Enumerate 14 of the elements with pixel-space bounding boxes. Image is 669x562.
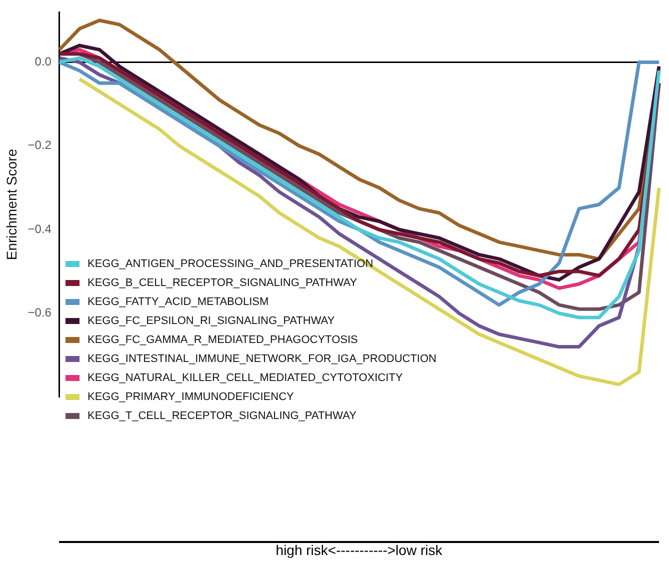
legend-label: KEGG_INTESTINAL_IMMUNE_NETWORK_FOR_IGA_PRODUCTION bbox=[87, 353, 437, 366]
text: high risk<----------->low risk bbox=[274, 542, 444, 558]
legend-label: KEGG_B_CELL_RECEPTOR_SIGNALING_PATHWAY bbox=[87, 277, 358, 290]
y-tick-label: −0.6 bbox=[28, 306, 52, 320]
legend-label: KEGG_FC_GAMMA_R_MEDIATED_PHAGOCYTOSIS bbox=[87, 334, 358, 346]
y-tick-label: −0.4 bbox=[28, 222, 52, 236]
legend-label: KEGG_NATURAL_KILLER_CELL_MEDIATED_CYTOTOXICITY bbox=[87, 372, 404, 384]
legend-label: KEGG_T_CELL_RECEPTOR_SIGNALING_PATHWAY bbox=[87, 410, 358, 422]
y-tick-label: 0.0 bbox=[34, 54, 52, 69]
legend-label: KEGG_PRIMARY_IMMUNODEFICIENCY bbox=[87, 391, 295, 404]
legend-label: KEGG_FC_EPSILON_RI_SIGNALING_PATHWAY bbox=[87, 315, 336, 328]
y-tick-label: −0.2 bbox=[28, 138, 52, 152]
legend-label: KEGG_FATTY_ACID_METABOLISM bbox=[87, 296, 269, 308]
y-axis-title: Enrichment Score bbox=[3, 148, 20, 260]
